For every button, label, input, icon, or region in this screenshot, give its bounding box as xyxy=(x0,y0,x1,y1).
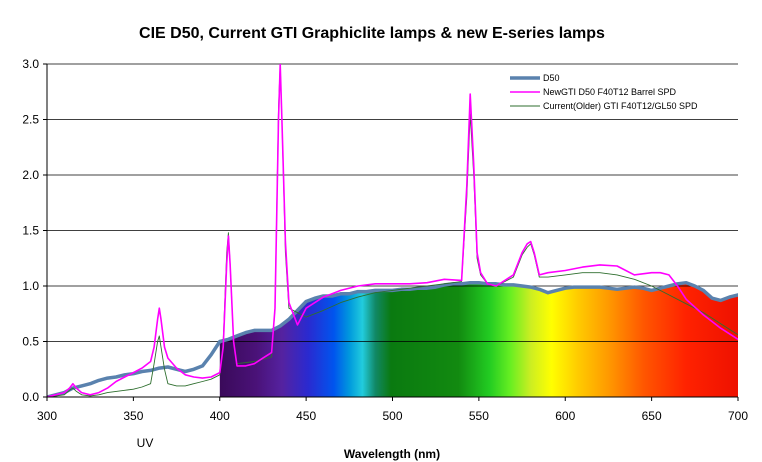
y-tick-label: 2.0 xyxy=(22,168,39,182)
gridlines xyxy=(47,63,738,342)
uv-annotation: UV xyxy=(137,436,154,450)
spectrum-fill xyxy=(219,282,739,397)
x-tick-label: 650 xyxy=(642,409,662,423)
y-tick-label: 3.0 xyxy=(22,57,39,71)
series-lines xyxy=(47,64,738,397)
x-tick-label: 600 xyxy=(555,409,575,423)
y-tick-label: 0.5 xyxy=(22,335,39,349)
spectrum-fill-group xyxy=(219,282,739,397)
legend: D50 NewGTI D50 F40T12 Barrel SPD Current(O… xyxy=(510,73,698,111)
legend-item-label: Current(Older) GTI F40T12/GL50 SPD xyxy=(543,101,698,111)
chart-title: CIE D50, Current GTI Graphiclite lamps &… xyxy=(139,25,605,42)
x-tick-label: 500 xyxy=(382,409,402,423)
tick-labels: 0.0 0.5 1.0 1.5 2.0 2.5 3.0 300 350 400 450 500 550 6… xyxy=(22,57,748,423)
series-line-1 xyxy=(47,64,738,397)
legend-item-label: D50 xyxy=(543,73,560,83)
x-tick-label: 450 xyxy=(296,409,316,423)
legend-item-label: NewGTI D50 F40T12 Barrel SPD xyxy=(543,87,677,97)
y-tick-label: 0.0 xyxy=(22,390,39,404)
x-tick-label: 350 xyxy=(123,409,143,423)
y-tick-label: 2.5 xyxy=(22,113,39,127)
y-tick-label: 1.0 xyxy=(22,279,39,293)
x-tick-label: 700 xyxy=(728,409,748,423)
x-tick-label: 300 xyxy=(37,409,57,423)
x-tick-label: 550 xyxy=(469,409,489,423)
x-axis-label: Wavelength (nm) xyxy=(344,447,440,461)
x-tick-label: 400 xyxy=(210,409,230,423)
y-tick-label: 1.5 xyxy=(22,224,39,238)
